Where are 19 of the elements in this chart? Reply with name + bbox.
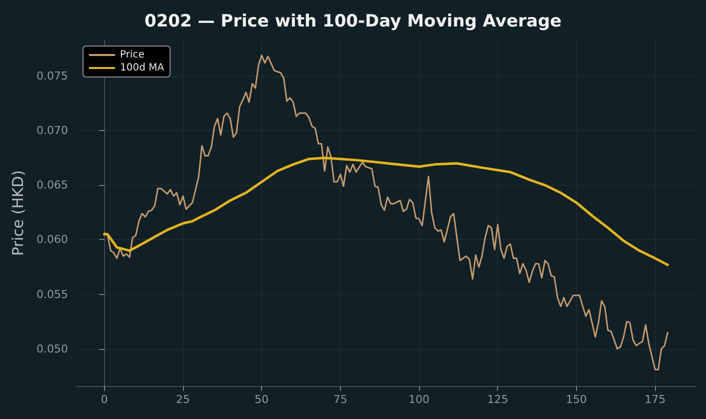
- x-tick-label: 0: [100, 393, 108, 406]
- y-tick-label: 0.070: [36, 124, 68, 138]
- line-series: [103, 156, 669, 266]
- x-tick-label: 175: [644, 393, 666, 406]
- y-tick-label: 0.075: [36, 70, 68, 83]
- x-tick-label: 125: [487, 393, 508, 406]
- x-tick-label: 100: [408, 393, 430, 406]
- x-tick-label: 150: [566, 393, 587, 406]
- x-tick-label: 50: [254, 393, 269, 406]
- legend-label: Price: [120, 50, 144, 60]
- legend-label: 100d MA: [120, 62, 164, 74]
- y-tick-label: 0.055: [36, 288, 68, 301]
- x-tick-label: 25: [176, 393, 190, 406]
- y-tick-label: 0.050: [36, 342, 68, 356]
- x-tick-label: 75: [333, 393, 348, 406]
- y-tick-label: 0.060: [36, 233, 68, 246]
- y-axis-title: Price (HKD): [9, 170, 28, 256]
- chart-title: 0202 — Price with 100-Day Moving Average: [144, 12, 562, 32]
- y-tick-label: 0.065: [36, 178, 68, 192]
